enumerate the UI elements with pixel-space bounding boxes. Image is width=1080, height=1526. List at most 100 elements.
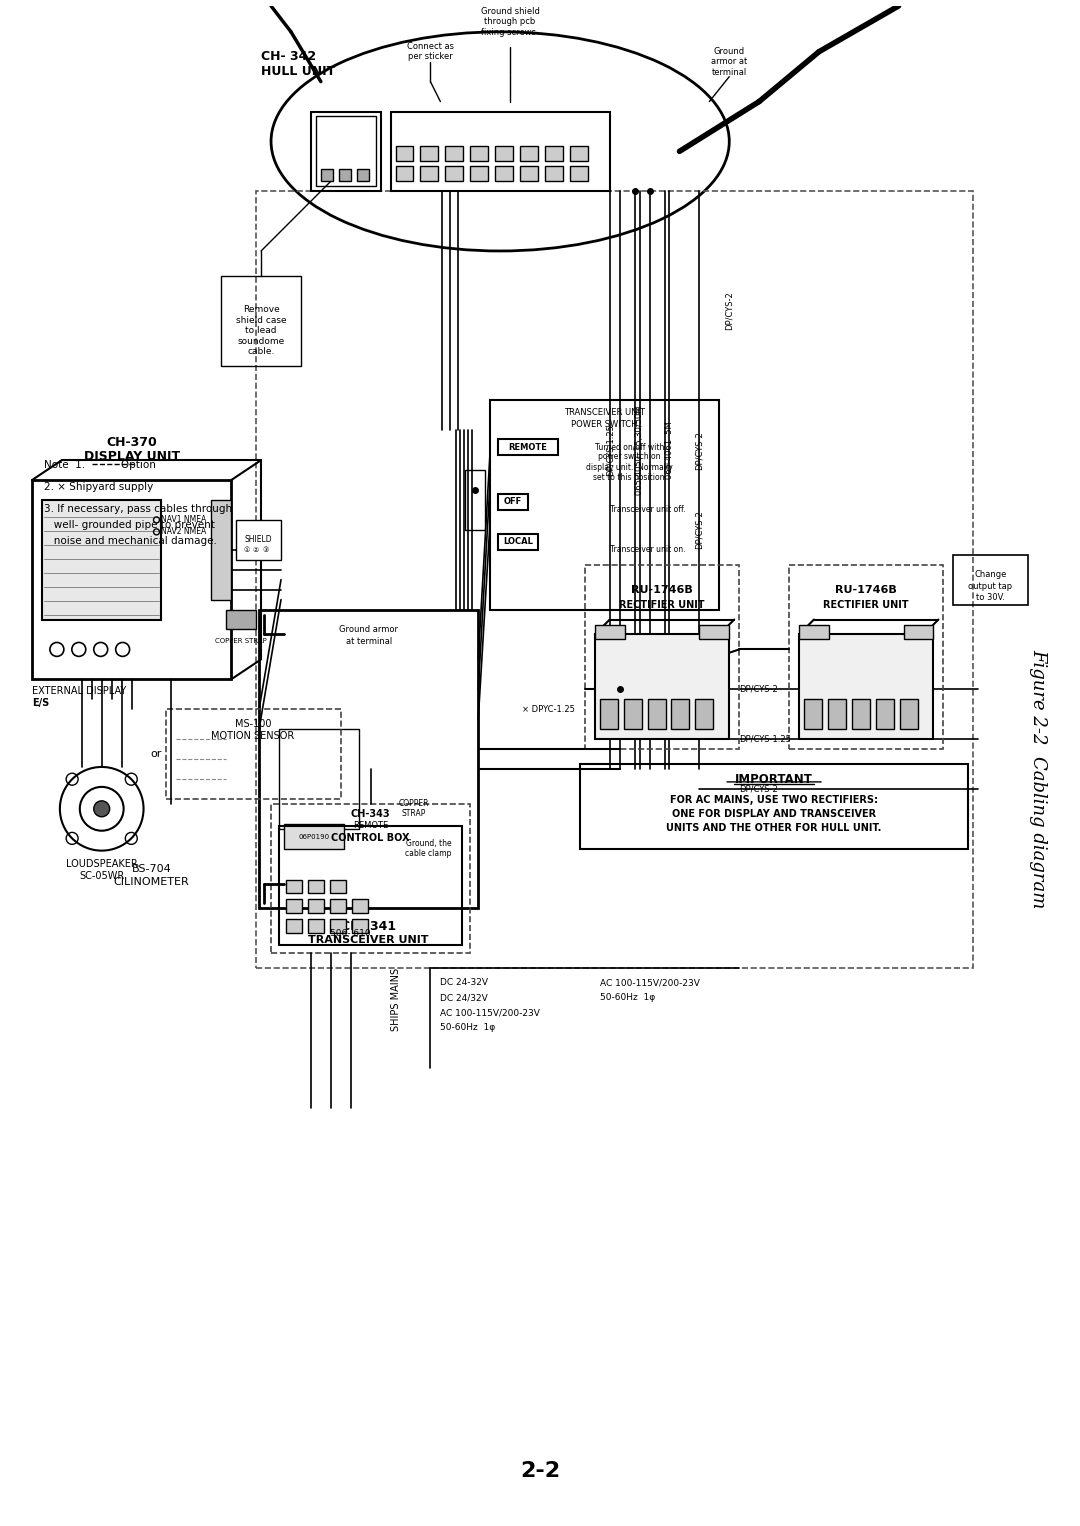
Bar [315,116,376,186]
Bar [900,699,918,729]
Bar [828,699,846,729]
Bar [271,804,470,954]
Text: DC 24-32V: DC 24-32V [441,978,488,987]
Bar [580,765,969,848]
Text: DP/CYS-1.25: DP/CYS-1.25 [605,424,615,476]
Text: Remove
shield case
to lead
soundome
cable.: Remove shield case to lead soundome cabl… [235,305,286,356]
Text: SHIPS MAINS: SHIPS MAINS [391,967,401,1032]
Text: 065-4061  5M: 065-4061 5M [665,421,674,479]
Bar [585,565,739,749]
Text: DISPLAY UNIT: DISPLAY UNIT [83,450,179,462]
Text: AC 100-115V/200-23V: AC 100-115V/200-23V [441,1009,540,1016]
Bar [311,111,380,191]
Text: RU-1746B: RU-1746B [835,584,896,595]
Bar [329,899,346,914]
Bar [498,494,528,510]
Bar [465,470,485,530]
Text: Ground armor: Ground armor [339,626,399,633]
Bar [221,276,301,366]
Text: DP/CYS-2: DP/CYS-2 [725,291,733,330]
Text: 50-60Hz  1φ: 50-60Hz 1φ [599,993,654,1003]
Bar [495,146,513,162]
Text: COPPER
STRAP: COPPER STRAP [399,800,429,818]
Text: AC 100-115V/200-23V: AC 100-115V/200-23V [599,978,700,987]
Text: Connect as
per sticker: Connect as per sticker [407,43,454,61]
Bar [42,501,162,620]
Text: Ground
armor at
terminal: Ground armor at terminal [711,47,747,76]
Bar [852,699,869,729]
Text: IMPORTANT: IMPORTANT [735,774,813,786]
Text: CH- 342: CH- 342 [261,50,316,63]
Text: FOR AC MAINS, USE TWO RECTIFIERS:: FOR AC MAINS, USE TWO RECTIFIERS: [670,795,878,804]
Bar [799,635,933,739]
Bar [599,699,618,729]
Bar [498,534,538,549]
Bar [284,824,343,848]
Text: Ground, the
cable clamp: Ground, the cable clamp [405,839,451,858]
Text: DC 24/32V: DC 24/32V [441,993,488,1003]
Text: CH-370: CH-370 [106,436,157,449]
Text: well- grounded pipe to prevent: well- grounded pipe to prevent [44,520,215,530]
Bar [623,699,642,729]
Bar [356,169,368,182]
Bar [395,146,414,162]
Bar [954,555,1028,604]
Bar [329,879,346,893]
Bar [545,146,563,162]
Bar [420,166,438,182]
Text: RECTIFIER UNIT: RECTIFIER UNIT [823,600,908,609]
Text: Ground shield
through pcb
fixing screws.: Ground shield through pcb fixing screws. [481,8,540,37]
Bar [804,699,822,729]
Text: RU-1746B: RU-1746B [631,584,692,595]
Bar [32,481,231,679]
Text: Turned on/off with
power switch on
display unit.  Normally
set to this position.: Turned on/off with power switch on displ… [586,443,673,482]
Bar [498,439,558,455]
Text: CH-343: CH-343 [351,809,391,819]
Bar [237,520,281,560]
Text: SC-05WR: SC-05WR [79,870,124,881]
Text: 06P0190: 06P0190 [298,833,329,839]
Text: ①: ① [243,546,249,552]
Text: MOTION SENSOR: MOTION SENSOR [212,731,295,742]
Bar [495,166,513,182]
Bar [876,699,893,729]
Bar [789,565,944,749]
Text: or: or [151,749,162,758]
Bar [226,609,256,630]
Bar [352,919,367,934]
Text: DP/CYS-2: DP/CYS-2 [694,430,704,470]
Text: NAV2 NMEA: NAV2 NMEA [162,528,206,536]
Text: Note  1.           Option: Note 1. Option [44,461,156,470]
Text: noise and mechanical damage.: noise and mechanical damage. [44,536,217,546]
Circle shape [94,801,110,816]
Bar [799,624,828,639]
Bar [445,166,463,182]
Text: EXTERNAL DISPLAY: EXTERNAL DISPLAY [32,687,126,696]
Bar [490,400,719,609]
Text: RECTIFIER UNIT: RECTIFIER UNIT [619,600,704,609]
Bar [329,919,346,934]
Text: Transceiver unit on.: Transceiver unit on. [610,545,685,554]
Text: ③: ③ [262,546,269,552]
Text: 3. If necessary, pass cables through: 3. If necessary, pass cables through [44,504,232,514]
Text: HULL UNIT: HULL UNIT [261,66,335,78]
Bar [470,166,488,182]
Bar [256,191,973,967]
Bar [259,609,478,908]
Bar [672,699,689,729]
Bar [279,729,359,829]
Text: TRANSCEIVER UNIT: TRANSCEIVER UNIT [309,935,429,945]
Text: ②: ② [253,546,259,552]
Text: DP/CYS-1.25: DP/CYS-1.25 [739,734,791,743]
Bar [308,899,324,914]
Text: CH- 341: CH- 341 [341,920,396,932]
Text: Change: Change [974,571,1007,580]
Text: 2. × Shipyard supply: 2. × Shipyard supply [44,482,153,491]
Bar [286,919,302,934]
Bar [570,166,588,182]
Bar [696,699,713,729]
Bar [352,899,367,914]
Text: DP/CYS-2: DP/CYS-2 [694,511,704,549]
Bar [521,146,538,162]
Text: DP/CYS-2: DP/CYS-2 [739,685,778,694]
